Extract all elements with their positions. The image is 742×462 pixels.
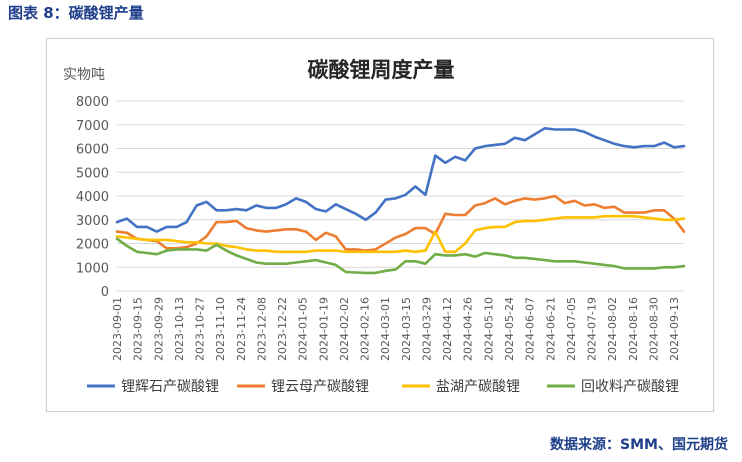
x-tick-label: 2024-02-16 xyxy=(359,297,372,361)
y-tick-label: 5000 xyxy=(76,166,109,181)
x-tick-label: 2024-08-02 xyxy=(606,297,619,361)
y-axis-label: 实物吨 xyxy=(63,67,105,83)
x-tick-label: 2024-06-07 xyxy=(524,297,537,361)
legend-label: 锂辉石产碳酸锂 xyxy=(121,379,219,395)
x-tick-label: 2024-03-29 xyxy=(420,297,433,361)
chart-frame: 碳酸锂周度产量 实物吨 0 1000 2000 3000 4000 5000 6000 700… xyxy=(46,38,714,412)
x-tick-label: 2024-03-15 xyxy=(400,297,413,361)
line-chart: 碳酸锂周度产量 实物吨 0 1000 2000 3000 4000 5000 6000 700… xyxy=(63,58,686,395)
x-tick-label: 2023-09-01 xyxy=(111,297,124,361)
y-tick-label: 0 xyxy=(101,285,109,300)
series-line-0 xyxy=(115,127,686,233)
x-tick-label: 2023-11-24 xyxy=(235,297,248,361)
series-line-3 xyxy=(115,237,686,275)
y-tick-label: 8000 xyxy=(76,95,109,110)
y-tick-label: 6000 xyxy=(76,143,109,158)
x-tick-label: 2024-03-01 xyxy=(379,297,392,361)
y-tick-label: 4000 xyxy=(76,190,109,205)
x-tick-label: 2024-04-12 xyxy=(441,297,454,361)
x-tick-label: 2024-04-26 xyxy=(462,297,475,361)
x-tick-label: 2024-07-19 xyxy=(586,297,599,361)
y-tick-labels: 0 1000 2000 3000 4000 5000 6000 7000 8000 xyxy=(76,95,109,300)
x-tick-label: 2023-09-15 xyxy=(132,297,145,361)
x-tick-label: 2023-10-13 xyxy=(173,297,186,361)
series-layer xyxy=(115,127,686,275)
legend-label: 回收料产碳酸锂 xyxy=(581,379,679,395)
y-tick-label: 1000 xyxy=(76,261,109,276)
figure-caption: 图表 8：碳酸锂产量 xyxy=(8,4,144,22)
x-tick-label: 2024-08-30 xyxy=(647,297,660,361)
series-line-2 xyxy=(115,214,686,254)
x-tick-label: 2024-07-05 xyxy=(565,297,578,361)
legend-item-0: 锂辉石产碳酸锂 xyxy=(87,379,219,395)
x-tick-label: 2024-01-05 xyxy=(297,297,310,361)
chart-title: 碳酸锂周度产量 xyxy=(308,58,455,82)
series-line-1 xyxy=(115,194,686,252)
legend-item-3: 回收料产碳酸锂 xyxy=(547,379,679,395)
x-tick-label: 2023-12-22 xyxy=(276,297,289,361)
x-tick-label: 2023-10-27 xyxy=(194,297,207,361)
x-tick-label: 2024-01-19 xyxy=(317,297,330,361)
x-tick-label: 2024-06-21 xyxy=(544,297,557,361)
x-tick-label: 2023-09-29 xyxy=(152,297,165,361)
x-tick-label: 2024-05-24 xyxy=(503,297,516,361)
y-tick-label: 2000 xyxy=(76,238,109,253)
x-tick-labels: 2023-09-01 2023-09-15 2023-09-29 2023-10-13… xyxy=(111,297,681,361)
legend: 锂辉石产碳酸锂 锂云母产碳酸锂 盐湖产碳酸锂 回收料产碳酸锂 xyxy=(87,379,679,395)
x-tick-label: 2024-02-02 xyxy=(338,297,351,361)
source-note: 数据来源：SMM、国元期货 xyxy=(550,437,728,453)
x-tick-label: 2024-08-16 xyxy=(627,297,640,361)
x-tick-label: 2024-09-13 xyxy=(668,297,681,361)
x-tick-label: 2024-05-10 xyxy=(482,297,495,361)
x-tick-label: 2023-11-10 xyxy=(214,297,227,361)
legend-label: 锂云母产碳酸锂 xyxy=(271,379,369,395)
y-tick-label: 7000 xyxy=(76,119,109,134)
y-tick-label: 3000 xyxy=(76,214,109,229)
legend-label: 盐湖产碳酸锂 xyxy=(436,379,520,395)
legend-item-1: 锂云母产碳酸锂 xyxy=(237,379,369,395)
legend-item-2: 盐湖产碳酸锂 xyxy=(402,379,520,395)
x-tick-label: 2023-12-08 xyxy=(255,297,268,361)
